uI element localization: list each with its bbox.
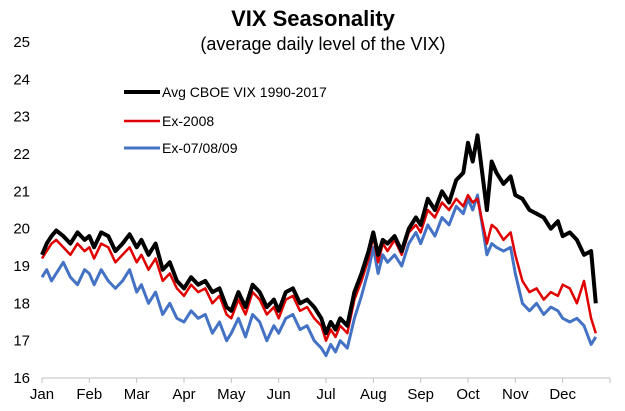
y-tick-label: 22: [13, 146, 30, 163]
x-tick-label: Nov: [502, 386, 529, 403]
y-tick-label: 16: [13, 370, 30, 387]
x-axis: Jan Feb Mar Apr May Jun Jul Aug Sep Oct Nov Dec: [30, 378, 611, 403]
x-tick-label: May: [217, 386, 246, 403]
x-tick-label: Jun: [267, 386, 291, 403]
x-tick-label: Aug: [360, 386, 387, 403]
chart-title: VIX Seasonality: [231, 6, 396, 31]
y-tick-label: 21: [13, 183, 30, 200]
chart-subtitle: (average daily level of the VIX): [200, 34, 445, 54]
x-tick-label: Mar: [124, 386, 150, 403]
y-tick-label: 18: [13, 295, 30, 312]
y-tick-label: 24: [13, 71, 30, 88]
legend: Avg CBOE VIX 1990-2017 Ex-2008 Ex-07/08/…: [124, 84, 327, 156]
x-tick-label: Feb: [76, 386, 102, 403]
series-line-1: [40, 193, 597, 342]
y-tick-label: 25: [13, 34, 30, 51]
y-tick-label: 17: [13, 333, 30, 350]
x-tick-label: Apr: [172, 386, 195, 403]
legend-label-ex070809: Ex-07/08/09: [162, 140, 238, 156]
series-line-0: [40, 133, 598, 336]
legend-label-ex2008: Ex-2008: [162, 113, 214, 129]
series-group: [40, 133, 598, 358]
x-tick-label: Dec: [549, 386, 576, 403]
x-tick-label: Jul: [316, 386, 335, 403]
x-tick-label: Jan: [30, 386, 54, 403]
y-tick-label: 23: [13, 109, 30, 126]
x-tick-label: Oct: [456, 386, 480, 403]
y-tick-label: 20: [13, 221, 30, 238]
legend-label-avg: Avg CBOE VIX 1990-2017: [162, 84, 327, 100]
y-axis: 16 17 18 19 20 21 22 23 24 25: [13, 34, 30, 387]
series-line-2: [40, 193, 598, 358]
y-tick-label: 19: [13, 258, 30, 275]
x-tick-label: Sep: [407, 386, 434, 403]
